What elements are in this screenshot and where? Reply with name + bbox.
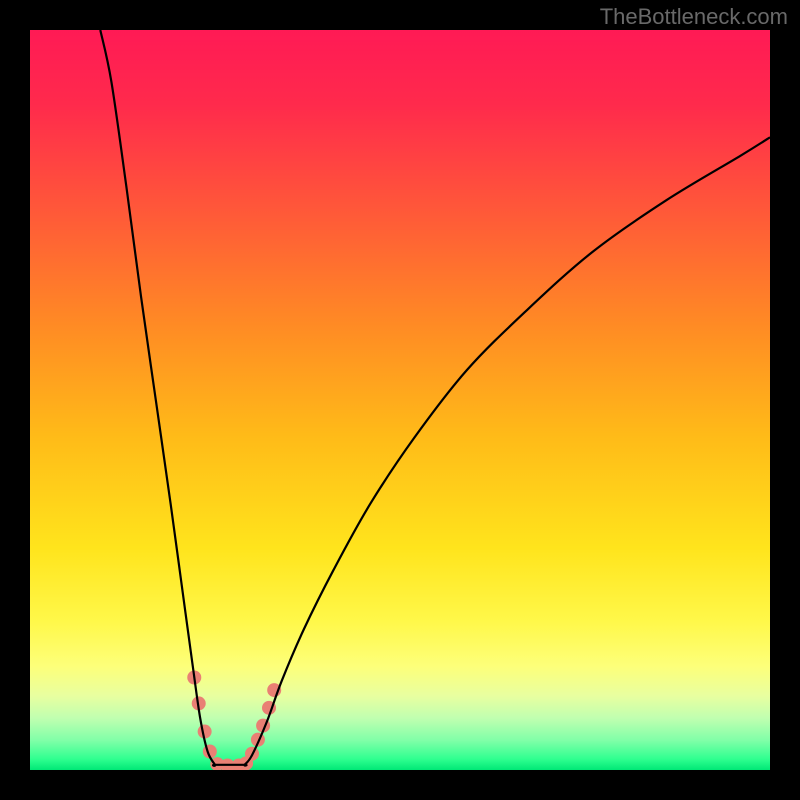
watermark-text: TheBottleneck.com	[600, 4, 788, 30]
bottleneck-curve	[100, 30, 770, 766]
bottleneck-curve-layer	[30, 30, 770, 770]
plot-area	[30, 30, 770, 770]
chart-canvas: TheBottleneck.com	[0, 0, 800, 800]
